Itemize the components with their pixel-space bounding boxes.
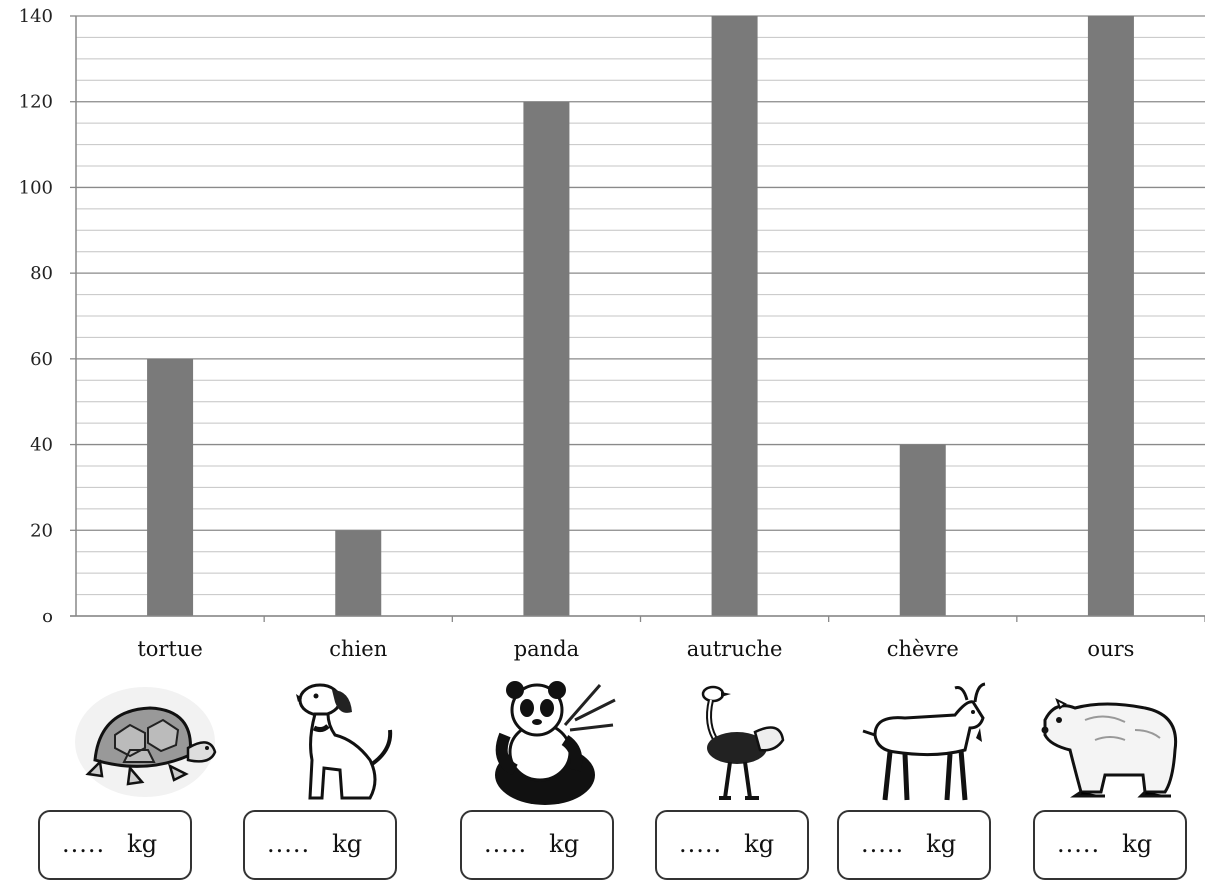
- goat-icon: [862, 682, 986, 801]
- category-label: chien: [329, 637, 387, 661]
- y-tick-label: 20: [30, 520, 53, 541]
- unit-label: kg: [127, 830, 158, 858]
- answer-blank: .....: [267, 830, 311, 858]
- answer-blank: .....: [62, 830, 106, 858]
- category-label: panda: [514, 637, 579, 661]
- y-tick-label: 100: [19, 177, 53, 198]
- ostrich-icon: [701, 685, 785, 800]
- y-tick-label: 120: [19, 92, 53, 113]
- category-label: tortue: [137, 637, 203, 661]
- unit-label: kg: [332, 830, 363, 858]
- answer-box-tortue[interactable]: ..... kg: [38, 810, 192, 880]
- unit-label: kg: [926, 830, 957, 858]
- panda-icon: [495, 681, 616, 805]
- unit-label: kg: [1122, 830, 1153, 858]
- dog-icon: [296, 683, 393, 800]
- bar-chien: [335, 530, 382, 616]
- y-tick-label: 60: [30, 349, 53, 370]
- answer-box-panda[interactable]: ..... kg: [460, 810, 614, 880]
- unit-label: kg: [744, 830, 775, 858]
- bar-chèvre: [899, 444, 946, 616]
- unit-label: kg: [549, 830, 580, 858]
- bars: [147, 16, 1134, 616]
- answer-blank: .....: [861, 830, 905, 858]
- answer-blank: .....: [1057, 830, 1101, 858]
- answer-blank: .....: [484, 830, 528, 858]
- answer-box-ours[interactable]: ..... kg: [1033, 810, 1187, 880]
- category-label: chèvre: [887, 637, 959, 661]
- bar-panda: [523, 101, 570, 616]
- y-tick-label: o: [42, 606, 53, 627]
- y-tick-labels: o 20 40 60 80 100 120 140: [19, 6, 1205, 627]
- answer-box-chien[interactable]: ..... kg: [243, 810, 397, 880]
- answer-blank: .....: [679, 830, 723, 858]
- bar-tortue: [147, 358, 194, 616]
- bar-autruche: [711, 16, 758, 616]
- y-tick-label: 140: [19, 6, 53, 27]
- bear-icon: [1041, 697, 1178, 798]
- answer-box-autruche[interactable]: ..... kg: [655, 810, 809, 880]
- answer-box-chevre[interactable]: ..... kg: [837, 810, 991, 880]
- bar-chart: o 20 40 60 80 100 120 140 tortue chien panda autru…: [19, 6, 1205, 661]
- category-labels: tortue chien panda autruche chèvre ours: [137, 637, 1134, 661]
- gridlines: [76, 15, 1205, 617]
- y-tick-label: 40: [30, 435, 53, 456]
- y-tick-label: 80: [30, 263, 53, 284]
- category-label: ours: [1087, 637, 1134, 661]
- category-label: autruche: [687, 637, 783, 661]
- turtle-icon: [75, 687, 217, 797]
- bar-ours: [1087, 16, 1134, 616]
